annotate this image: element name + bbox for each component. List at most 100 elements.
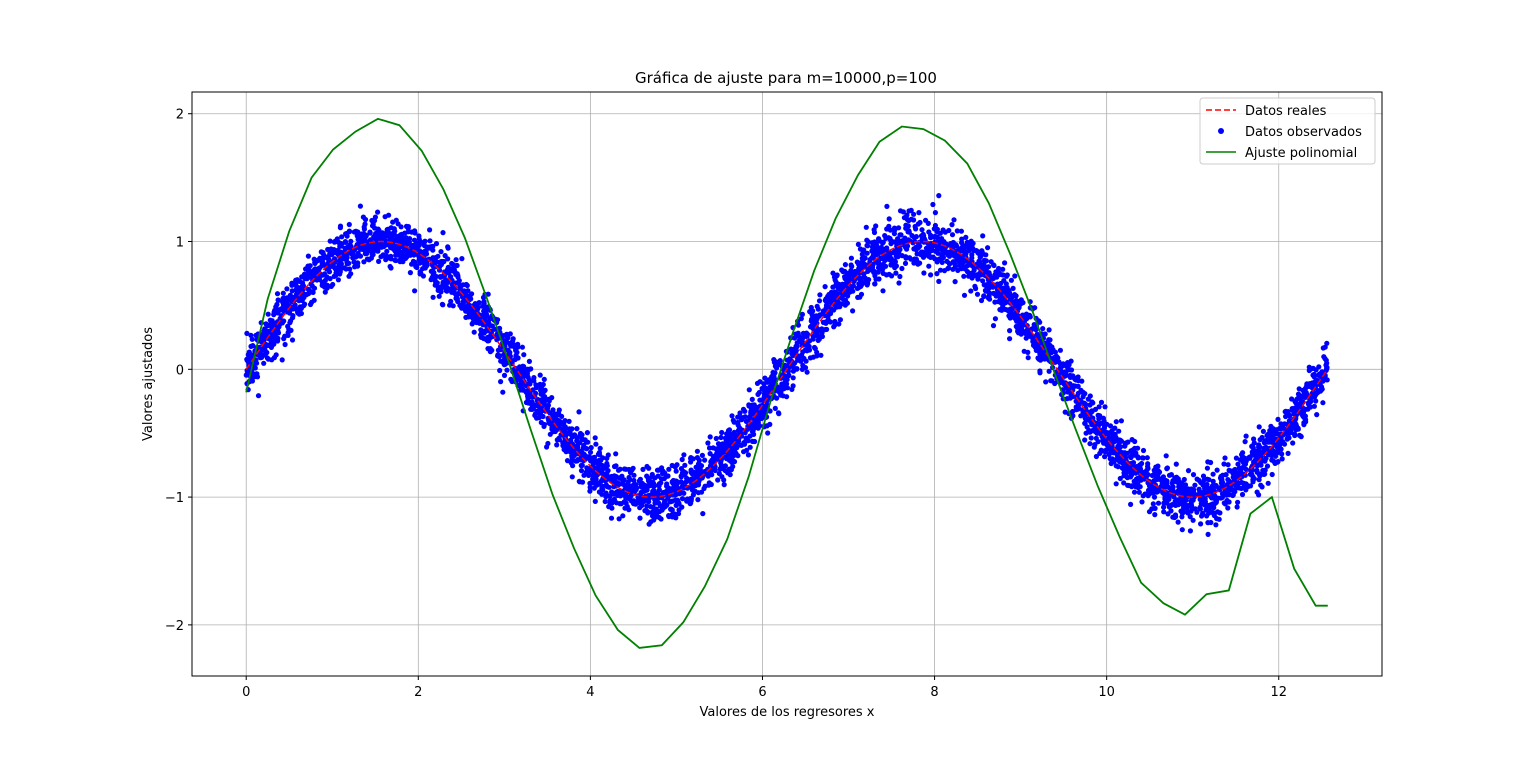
scatter-point	[951, 243, 957, 249]
scatter-point	[885, 235, 892, 241]
scatter-point	[1266, 439, 1272, 445]
scatter-point	[422, 257, 428, 263]
scatter-point	[309, 299, 315, 305]
scatter-point	[379, 230, 386, 236]
scatter-point	[731, 429, 737, 435]
scatter-point	[1046, 368, 1052, 374]
x-tick-label: 4	[586, 685, 594, 700]
scatter-point	[708, 462, 714, 468]
scatter-point	[675, 511, 682, 517]
scatter-point	[837, 317, 844, 323]
scatter-point	[1270, 450, 1276, 456]
scatter-point	[1107, 456, 1113, 462]
scatter-point	[902, 260, 909, 266]
scatter-point	[1111, 446, 1117, 452]
scatter-point	[375, 209, 381, 215]
scatter-point	[382, 253, 388, 259]
scatter-point	[541, 376, 547, 382]
scatter-point	[411, 252, 417, 258]
scatter-point	[1098, 431, 1104, 437]
scatter-point	[479, 330, 485, 336]
scatter-point	[421, 241, 427, 247]
scatter-point	[513, 371, 519, 377]
scatter-point	[749, 396, 755, 402]
scatter-point	[1226, 487, 1232, 493]
scatter-point	[412, 288, 418, 294]
scatter-point	[265, 311, 271, 317]
scatter-point	[545, 402, 552, 408]
scatter-point	[891, 231, 898, 237]
scatter-point	[441, 259, 447, 265]
scatter-point	[346, 228, 352, 234]
scatter-point	[731, 448, 738, 454]
scatter-point	[435, 253, 441, 259]
scatter-point	[888, 241, 894, 247]
scatter-point	[679, 496, 686, 502]
scatter-point	[348, 271, 354, 277]
scatter-point	[587, 488, 593, 494]
scatter-point	[513, 347, 519, 353]
scatter-point	[1118, 418, 1124, 424]
scatter-point	[644, 473, 650, 479]
scatter-point	[1088, 435, 1094, 441]
scatter-point	[1000, 272, 1006, 278]
scatter-point	[662, 503, 668, 509]
scatter-point	[695, 482, 702, 488]
legend: Datos reales Datos observados Ajuste pol…	[1199, 97, 1376, 165]
scatter-point	[690, 492, 697, 498]
scatter-point	[1082, 420, 1088, 426]
scatter-point	[808, 318, 814, 324]
scatter-point	[794, 366, 800, 372]
scatter-point	[695, 497, 701, 503]
scatter-point	[569, 474, 575, 480]
scatter-point	[311, 273, 317, 279]
scatter-point	[1003, 281, 1009, 287]
scatter-point	[427, 238, 433, 244]
scatter-point	[790, 375, 796, 381]
scatter-point	[917, 260, 923, 266]
scatter-point	[707, 451, 713, 457]
scatter-point	[376, 258, 382, 264]
scatter-point	[331, 247, 337, 253]
scatter-point	[1036, 318, 1042, 324]
scatter-point	[1067, 374, 1073, 380]
scatter-point	[673, 488, 680, 494]
scatter-point	[908, 207, 914, 213]
scatter-point	[1164, 500, 1170, 506]
scatter-point	[757, 379, 763, 385]
scatter-point	[679, 456, 685, 463]
scatter-point	[1085, 396, 1091, 402]
scatter-point	[1032, 305, 1038, 311]
scatter-point	[481, 299, 487, 305]
scatter-point	[699, 469, 705, 475]
scatter-point	[1260, 428, 1266, 434]
scatter-point	[1124, 450, 1130, 456]
scatter-point	[566, 440, 572, 446]
scatter-point	[767, 421, 773, 427]
scatter-point	[609, 500, 615, 506]
scatter-point	[327, 251, 333, 257]
scatter-point	[537, 372, 543, 378]
scatter-point	[529, 405, 535, 411]
scatter-point	[958, 228, 965, 234]
scatter-point	[1257, 473, 1263, 479]
scatter-point	[1000, 266, 1006, 272]
scatter-point	[1080, 394, 1086, 400]
scatter-point	[932, 210, 939, 216]
scatter-point	[305, 253, 311, 259]
scatter-point	[774, 365, 780, 371]
scatter-point	[621, 466, 628, 472]
scatter-point	[475, 316, 481, 322]
scatter-point	[1323, 367, 1329, 373]
scatter-point	[604, 455, 610, 461]
scatter-point	[287, 310, 293, 316]
scatter-point	[364, 256, 370, 262]
scatter-point	[919, 227, 925, 233]
scatter-point	[257, 355, 263, 361]
scatter-point	[946, 261, 953, 267]
scatter-point	[857, 246, 864, 252]
scatter-point	[1089, 399, 1095, 405]
scatter-point	[1040, 326, 1046, 332]
scatter-point	[321, 281, 327, 287]
scatter-point	[949, 232, 956, 238]
